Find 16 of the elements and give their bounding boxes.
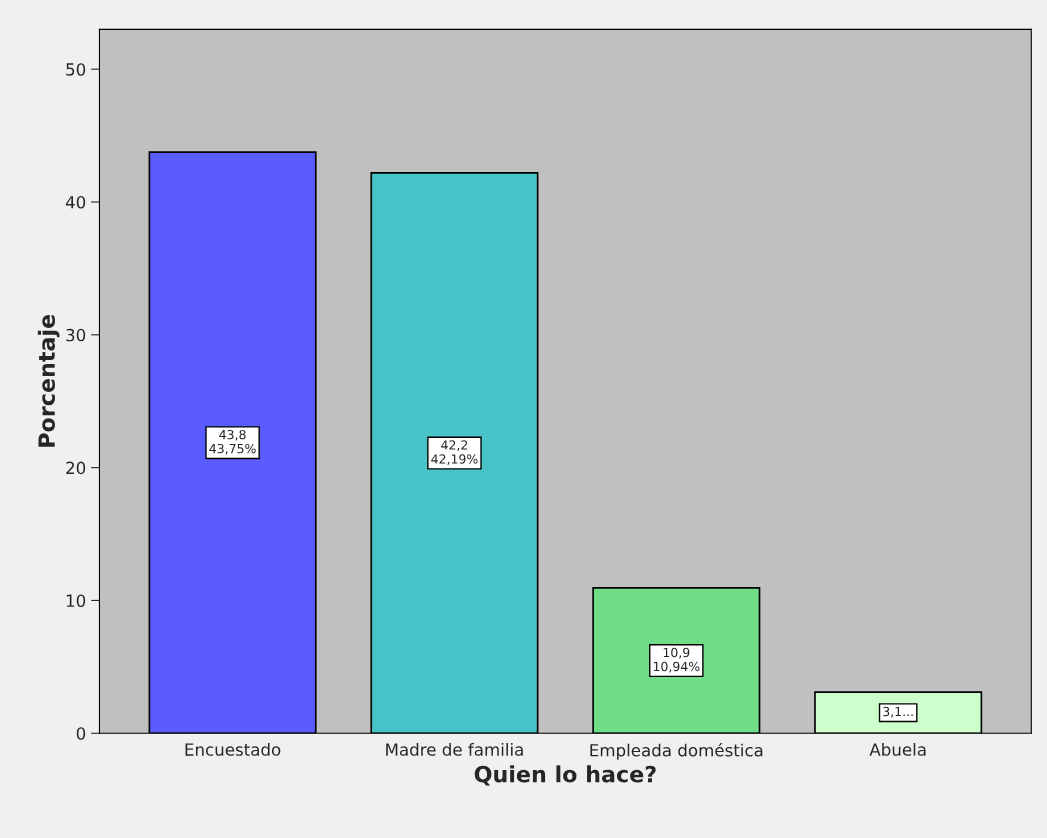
data-label: 43,8 43,75% [209,429,256,455]
x-tick-label: Abuela [869,742,926,756]
x-tick-label: Encuestado [185,742,281,756]
data-label: 10,9 10,94% [653,647,700,673]
data-label: 3,1... [883,706,913,718]
y-tick-label: 50 [66,63,86,76]
y-tick-label: 20 [66,461,86,475]
x-tick-label: Madre de familia [386,742,523,756]
x-axis-title: Quien lo hace? [474,765,656,786]
y-tick-label: 10 [66,594,86,607]
y-tick-label: 0 [76,727,86,740]
y-tick-label: 30 [66,328,86,342]
y-axis-title: Porcentaje [37,314,60,447]
data-label: 42,2 42,19% [431,440,478,465]
x-tick-label: Empleada doméstica [590,742,763,760]
y-tick-label: 40 [65,195,86,209]
